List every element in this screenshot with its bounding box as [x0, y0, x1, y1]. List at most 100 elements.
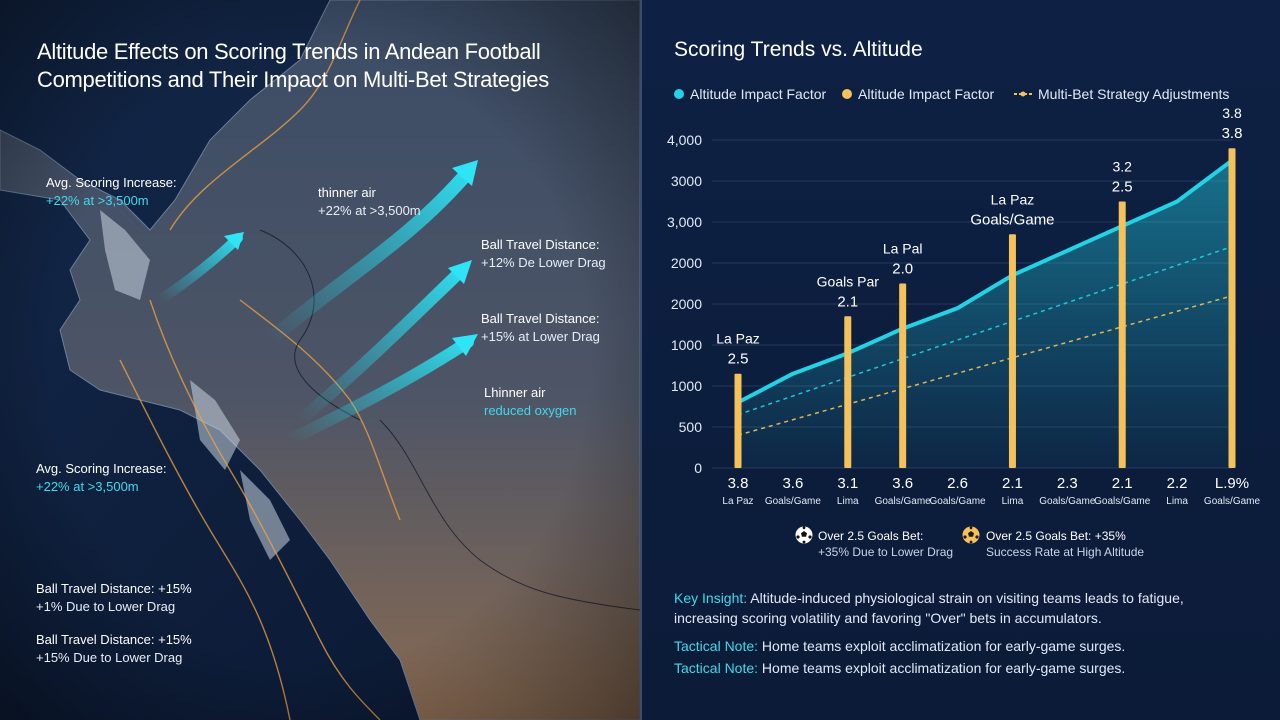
tactical-note-2: Tactical Note: Home teams exploit acclim…: [674, 658, 1125, 678]
andes-relief-map: [0, 0, 640, 720]
callout-reduced-oxygen: Lhinner air reduced oxygen: [484, 384, 577, 420]
callout-label: Ball Travel Distance:: [481, 311, 600, 326]
callout-label: Avg. Scoring Increase:: [46, 175, 177, 190]
callout-value: +22% at >3,500m: [36, 479, 139, 494]
main-title: Altitude Effects on Scoring Trends in An…: [37, 39, 549, 92]
callout-label: thinner air: [318, 185, 376, 200]
x-tick-name: Goals/Game: [765, 496, 822, 507]
callout-value: +12% De Lower Drag: [481, 255, 606, 270]
y-tick-label: 2000: [671, 296, 702, 312]
callout-ball-travel-4: Ball Travel Distance: +15% +15% Due to L…: [36, 631, 192, 667]
x-tick-name: Lima: [837, 496, 859, 507]
bar-label-bottom: 2.0: [892, 261, 913, 278]
tactical-note-text: Home teams exploit acclimatization for e…: [758, 660, 1126, 676]
callout-label: Lhinner air: [484, 385, 546, 400]
x-tick-value: 2.1: [1112, 475, 1133, 492]
callout-scoring-increase-south: Avg. Scoring Increase: +22% at >3,500m: [36, 460, 167, 496]
bet-box-success-rate: Over 2.5 Goals Bet: +35% Success Rate at…: [986, 528, 1144, 560]
cyan-dot-icon: [674, 89, 684, 99]
y-tick-label: 500: [679, 419, 703, 435]
tactical-note-1: Tactical Note: Home teams exploit acclim…: [674, 636, 1125, 656]
legend-item-altitude-gold: Altitude Impact Factor: [842, 86, 994, 102]
series-line-dashed: [737, 295, 1233, 436]
gold-dot-icon: [842, 89, 852, 99]
bet-desc: +35% Due to Lower Drag: [818, 545, 954, 559]
y-axis-ticks: 4,000 3000 3,000 2000 2000 1000 1000 500 0: [667, 132, 702, 476]
legend-item-altitude-cyan: Altitude Impact Factor: [674, 86, 826, 102]
y-tick-label: 3000: [671, 173, 702, 189]
x-tick-name: La Paz: [722, 496, 753, 507]
x-tick-value: 2.2: [1167, 475, 1188, 492]
x-tick-value: 3.6: [782, 475, 803, 492]
y-tick-label: 0: [694, 460, 702, 476]
tactical-note-text: Home teams exploit acclimatization for e…: [758, 638, 1126, 654]
x-tick-value: 3.1: [837, 475, 858, 492]
bar-label-top: La Paz: [991, 191, 1035, 207]
chart-title: Scoring Trends vs. Altitude: [674, 38, 923, 61]
y-tick-label: 1000: [671, 337, 702, 353]
bar-label-top: La Paz: [716, 331, 760, 347]
bar-labels: La Paz 2.5 Goals Par 2.1 La Pal 2.0 La Paz Goal…: [716, 105, 1242, 368]
scoring-chart: 4,000 3000 3,000 2000 2000 1000 1000 500 0 La Pa…: [667, 105, 1261, 507]
callout-label: Ball Travel Distance: +15%: [36, 632, 192, 647]
x-tick-name: Goals/Game: [929, 496, 986, 507]
bar-label-top: La Pal: [883, 241, 923, 257]
x-tick-name: Lima: [1002, 496, 1024, 507]
key-insight-text: Altitude-induced physiological strain on…: [674, 590, 1184, 626]
callout-thinner-air: thinner air +22% at >3,500m: [318, 184, 421, 220]
legend-label: Altitude Impact Factor: [858, 86, 995, 102]
bar: [1008, 234, 1016, 468]
chart-legend: Altitude Impact Factor Altitude Impact F…: [674, 86, 1234, 104]
bar-label-bottom: 2.5: [1112, 179, 1133, 196]
callout-value: +22% at >3,500m: [46, 193, 149, 208]
bar-label-top: 3.2: [1112, 159, 1132, 175]
bet-title: Over 2.5 Goals Bet:: [818, 529, 924, 543]
callout-scoring-increase-north: Avg. Scoring Increase: +22% at >3,500m: [46, 174, 177, 210]
dashed-line-icon: [1014, 91, 1032, 97]
x-tick-name: Lima: [1166, 496, 1188, 507]
x-tick-value: 2.1: [1002, 475, 1023, 492]
callout-label: Ball Travel Distance:: [481, 237, 600, 252]
bar: [1118, 201, 1126, 468]
bar: [899, 283, 907, 468]
x-tick-value: 3.6: [892, 475, 913, 492]
legend-item-multibet: Multi-Bet Strategy Adjustments: [1014, 86, 1229, 102]
callout-value: +15% at Lower Drag: [481, 329, 600, 344]
map-vignette: [0, 0, 640, 720]
bet-box-lower-drag: Over 2.5 Goals Bet: +35% Due to Lower Dr…: [818, 528, 953, 560]
series-line-dashed: [737, 245, 1233, 416]
area-fill: [738, 160, 1232, 468]
bar-label-bottom: 2.1: [837, 293, 858, 310]
callout-ball-travel-2: Ball Travel Distance: +15% at Lower Drag: [481, 310, 600, 346]
bar-label-bottom: 3.8: [1222, 125, 1243, 142]
callout-label: Avg. Scoring Increase:: [36, 461, 167, 476]
key-insight: Key Insight: Altitude-induced physiologi…: [674, 588, 1234, 628]
x-tick-value: 3.8: [728, 475, 749, 492]
area-under-line: [738, 160, 1232, 468]
key-insight-label: Key Insight:: [674, 590, 748, 606]
series-line-solid: [737, 158, 1234, 405]
x-tick-name: Goals/Game: [875, 496, 932, 507]
callout-value: +15% Due to Lower Drag: [36, 650, 183, 665]
y-tick-label: 1000: [671, 378, 702, 394]
legend-label: Multi-Bet Strategy Adjustments: [1038, 86, 1230, 102]
legend-label: Altitude Impact Factor: [690, 86, 827, 102]
soccer-ball-gold-icon: [962, 526, 980, 544]
panel-divider: [640, 0, 642, 720]
bar: [844, 316, 852, 468]
tactical-note-label: Tactical Note:: [674, 638, 759, 654]
x-tick-name: Goals/Game: [1094, 496, 1151, 507]
x-tick-name: Goals/Game: [1204, 496, 1261, 507]
callout-ball-travel-1: Ball Travel Distance: +12% De Lower Drag: [481, 236, 606, 272]
callout-value: reduced oxygen: [484, 403, 577, 418]
bar-label-bottom: 2.5: [728, 351, 749, 368]
y-tick-label: 2000: [671, 255, 702, 271]
x-tick-value: L.9%: [1215, 475, 1249, 492]
callout-value: +1% Due to Lower Drag: [36, 599, 176, 614]
bars: [734, 148, 1236, 468]
x-axis-ticks: 3.8 La Paz 3.6 Goals/Game 3.1 Lima 3.6 Goals/Ga…: [722, 475, 1260, 507]
bet-desc: Success Rate at High Altitude: [986, 545, 1145, 559]
tactical-note-label: Tactical Note:: [674, 660, 759, 676]
callout-label: Ball Travel Distance: +15%: [36, 581, 192, 596]
callout-value: +22% at >3,500m: [318, 203, 421, 218]
